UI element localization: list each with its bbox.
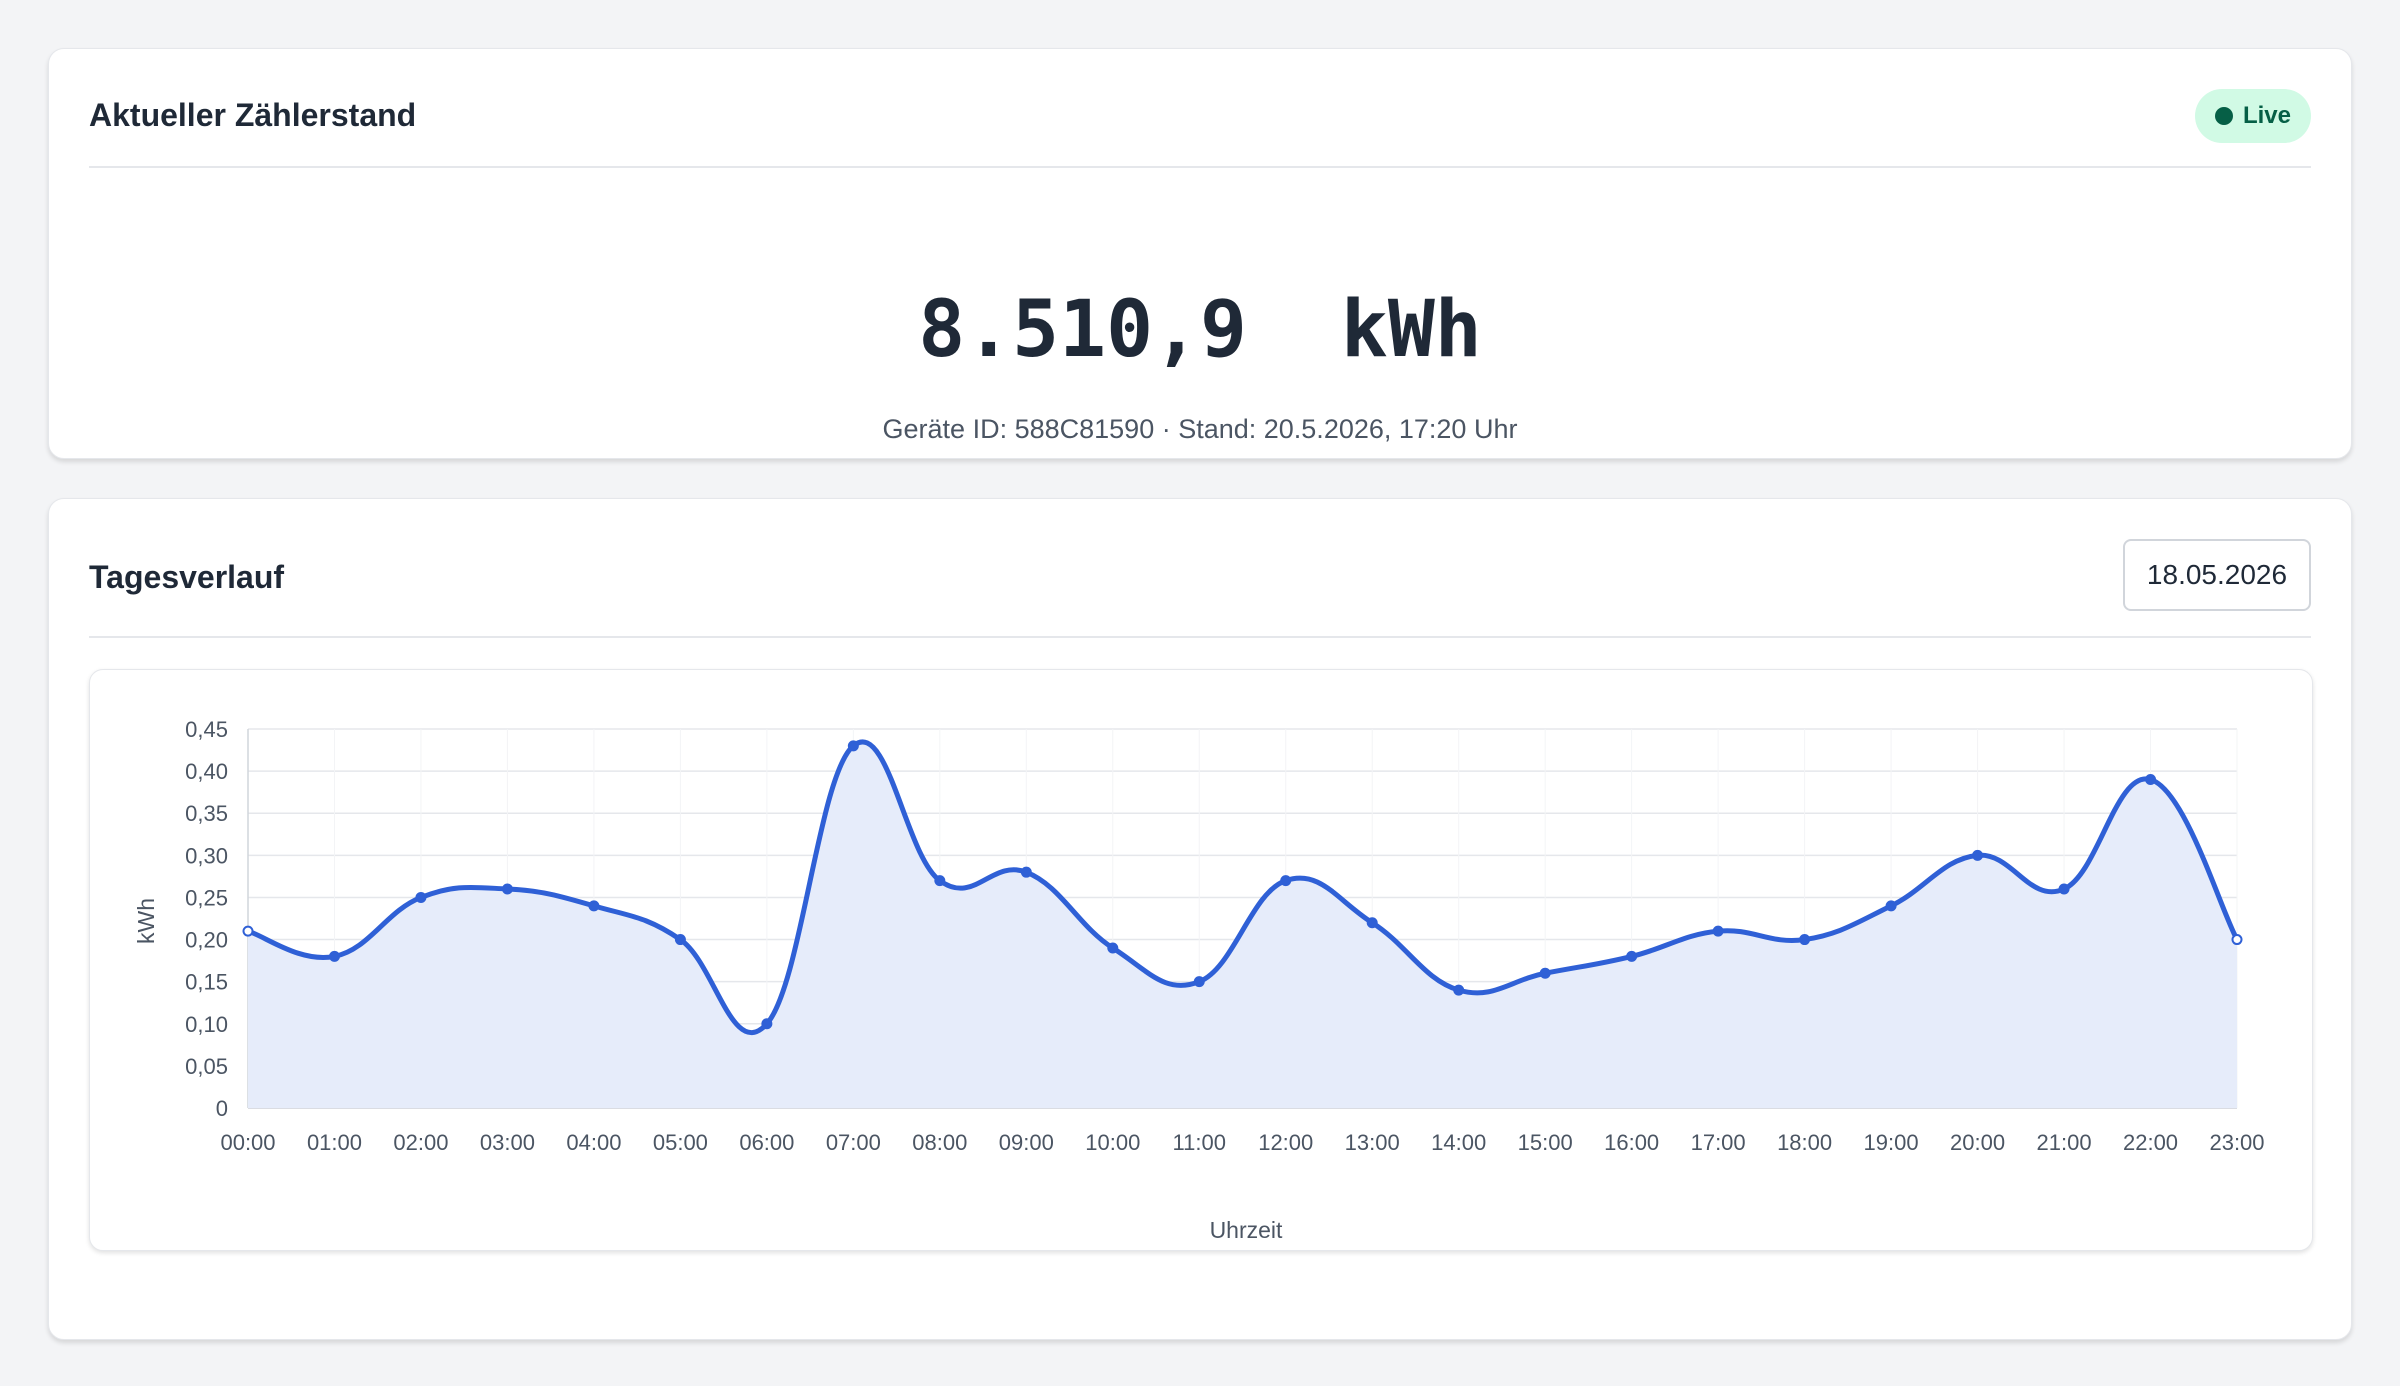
y-tick-label: 0,25 <box>185 885 228 910</box>
x-tick-label: 22:00 <box>2123 1130 2178 1155</box>
data-point[interactable] <box>2145 774 2157 786</box>
data-point[interactable] <box>2058 883 2070 895</box>
data-point[interactable] <box>674 934 686 946</box>
data-point[interactable] <box>761 1018 773 1030</box>
data-point[interactable] <box>501 883 513 895</box>
data-point[interactable] <box>1626 950 1638 962</box>
daily-card-title: Tagesverlauf <box>89 559 285 595</box>
data-point[interactable] <box>847 740 859 752</box>
daily-chart-container: 0 0,05 0,10 0,15 0,20 0,25 0,30 0,35 0,40 0,45 00… <box>89 669 2313 1251</box>
x-tick-label: 18:00 <box>1777 1130 1832 1155</box>
data-point[interactable] <box>1107 942 1119 954</box>
consumption-line <box>245 739 2240 1036</box>
y-tick-label: 0,20 <box>185 928 228 953</box>
x-tick-label: 01:00 <box>307 1130 362 1155</box>
y-tick-label: 0,05 <box>185 1054 228 1079</box>
x-tick-label: 00:00 <box>220 1130 275 1155</box>
x-tick-label: 03:00 <box>480 1130 535 1155</box>
meter-card-title: Aktueller Zählerstand <box>89 97 417 133</box>
x-tick-label: 14:00 <box>1431 1130 1486 1155</box>
x-tick-label: 07:00 <box>826 1130 881 1155</box>
meter-card-divider <box>89 166 2311 168</box>
x-tick-label: 11:00 <box>1173 1130 1226 1155</box>
x-tick-label: 04:00 <box>566 1130 621 1155</box>
data-point[interactable] <box>1712 925 1724 937</box>
x-tick-label: 20:00 <box>1950 1130 2005 1155</box>
x-tick-label: 08:00 <box>912 1130 967 1155</box>
data-point[interactable] <box>415 891 427 903</box>
x-tick-label: 15:00 <box>1518 1130 1573 1155</box>
data-point[interactable] <box>1020 866 1032 878</box>
x-tick-label: 23:00 <box>2209 1130 2264 1155</box>
y-tick-label: 0,15 <box>185 970 228 995</box>
data-point[interactable] <box>1799 934 1811 946</box>
x-tick-label: 10:00 <box>1085 1130 1140 1155</box>
data-point[interactable] <box>1193 976 1205 988</box>
data-point[interactable] <box>934 875 946 887</box>
x-tick-label: 17:00 <box>1691 1130 1746 1155</box>
device-info: Geräte ID: 588C81590 · Stand: 20.5.2026,… <box>882 414 1518 444</box>
data-point[interactable] <box>242 925 254 937</box>
meter-reading: 8.510,9 kWh <box>918 285 1482 375</box>
daily-consumption-chart: 0 0,05 0,10 0,15 0,20 0,25 0,30 0,35 0,40 0,45 00… <box>133 717 2265 1243</box>
live-status-badge: Live <box>2194 89 2311 143</box>
x-tick-label: 06:00 <box>739 1130 794 1155</box>
data-point[interactable] <box>1280 875 1292 887</box>
data-point[interactable] <box>2231 934 2243 946</box>
y-tick-label: 0,30 <box>185 843 228 868</box>
date-picker-input[interactable]: 18.05.2026 <box>2123 539 2311 611</box>
data-point[interactable] <box>1366 917 1378 929</box>
live-dot-icon <box>2214 107 2233 125</box>
data-point[interactable] <box>1885 900 1897 912</box>
y-tick-label: 0 <box>216 1096 228 1121</box>
consumption-area <box>248 741 2237 1108</box>
data-point[interactable] <box>1453 984 1465 996</box>
x-tick-label: 16:00 <box>1604 1130 1659 1155</box>
meter-card: Aktueller Zählerstand Live 8.510,9 kWh G… <box>48 48 2352 459</box>
x-tick-label: 02:00 <box>393 1130 448 1155</box>
y-tick-label: 0,10 <box>185 1012 228 1037</box>
x-tick-label: 09:00 <box>999 1130 1054 1155</box>
x-tick-label: 13:00 <box>1345 1130 1400 1155</box>
y-axis-label: kWh <box>133 898 159 944</box>
x-tick-label: 05:00 <box>653 1130 708 1155</box>
live-label: Live <box>2242 102 2291 129</box>
data-point[interactable] <box>1972 849 1984 861</box>
x-tick-label: 19:00 <box>1864 1130 1919 1155</box>
x-axis-label: Uhrzeit <box>1210 1217 1283 1243</box>
data-point[interactable] <box>328 950 340 962</box>
x-tick-label: 21:00 <box>2037 1130 2092 1155</box>
y-tick-label: 0,45 <box>185 717 228 742</box>
y-tick-label: 0,40 <box>185 759 228 784</box>
y-tick-label: 0,35 <box>185 801 228 826</box>
x-tick-label: 12:00 <box>1258 1130 1313 1155</box>
data-point[interactable] <box>1539 967 1551 979</box>
daily-card-divider <box>89 636 2311 638</box>
daily-card: Tagesverlauf 18.05.2026 0 0,05 0,10 0,15 0,2… <box>48 498 2352 1340</box>
data-point[interactable] <box>588 900 600 912</box>
